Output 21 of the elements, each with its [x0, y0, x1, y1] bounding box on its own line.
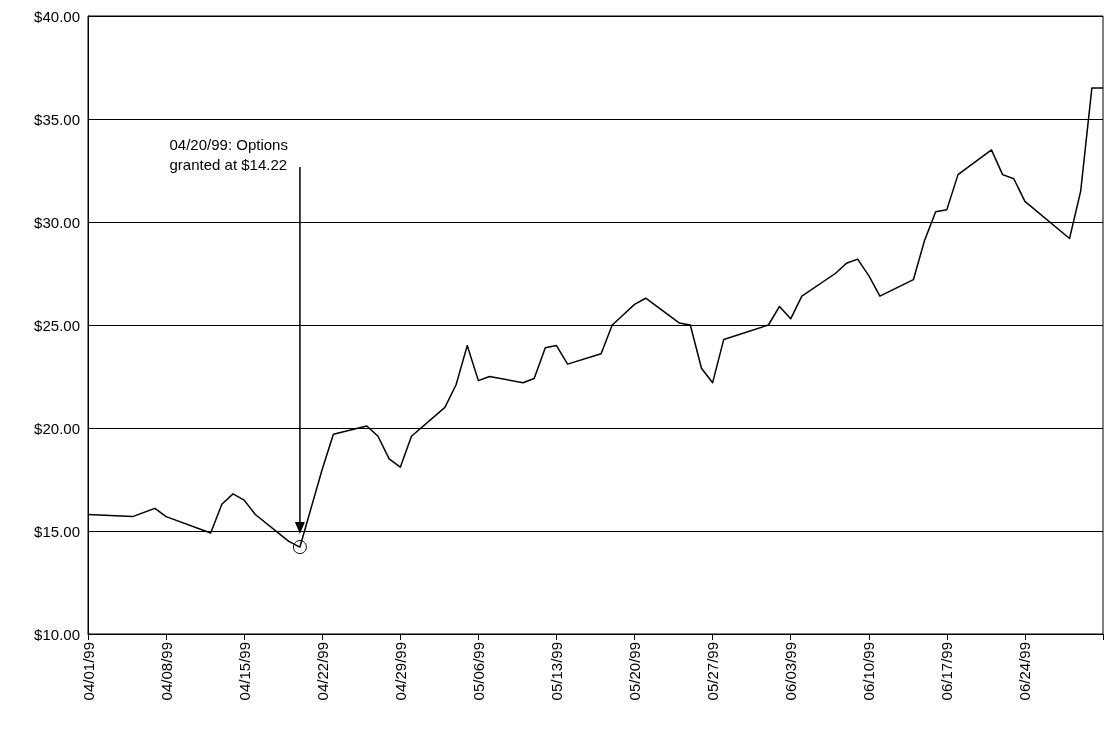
y-tick-label: $30.00 [34, 213, 80, 231]
y-tick-label: $35.00 [34, 110, 80, 128]
y-tick-label: $20.00 [34, 419, 80, 437]
x-tick-label: 06/03/99 [782, 642, 800, 701]
x-tick-label: 06/10/99 [860, 642, 878, 701]
x-tick-label: 05/27/99 [704, 642, 722, 701]
annotation: 04/20/99: Options granted at $14.22 [169, 135, 288, 176]
x-tick-label: 05/20/99 [626, 642, 644, 701]
y-tick-label: $25.00 [34, 316, 80, 334]
x-tick-label: 05/06/99 [469, 642, 487, 701]
x-tick-label: 06/17/99 [938, 642, 956, 701]
x-tick-label: 04/01/99 [79, 642, 97, 701]
y-tick-label: $10.00 [34, 625, 80, 643]
x-tick-label: 04/15/99 [235, 642, 253, 701]
x-tick-label: 06/24/99 [1016, 642, 1034, 701]
y-tick-label: $40.00 [34, 7, 80, 25]
y-tick-label: $15.00 [34, 522, 80, 540]
x-tick-label: 04/29/99 [391, 642, 409, 701]
x-tick-label: 04/22/99 [313, 642, 331, 701]
x-tick-label: 05/13/99 [547, 642, 565, 701]
x-tick-label: 04/08/99 [157, 642, 175, 701]
